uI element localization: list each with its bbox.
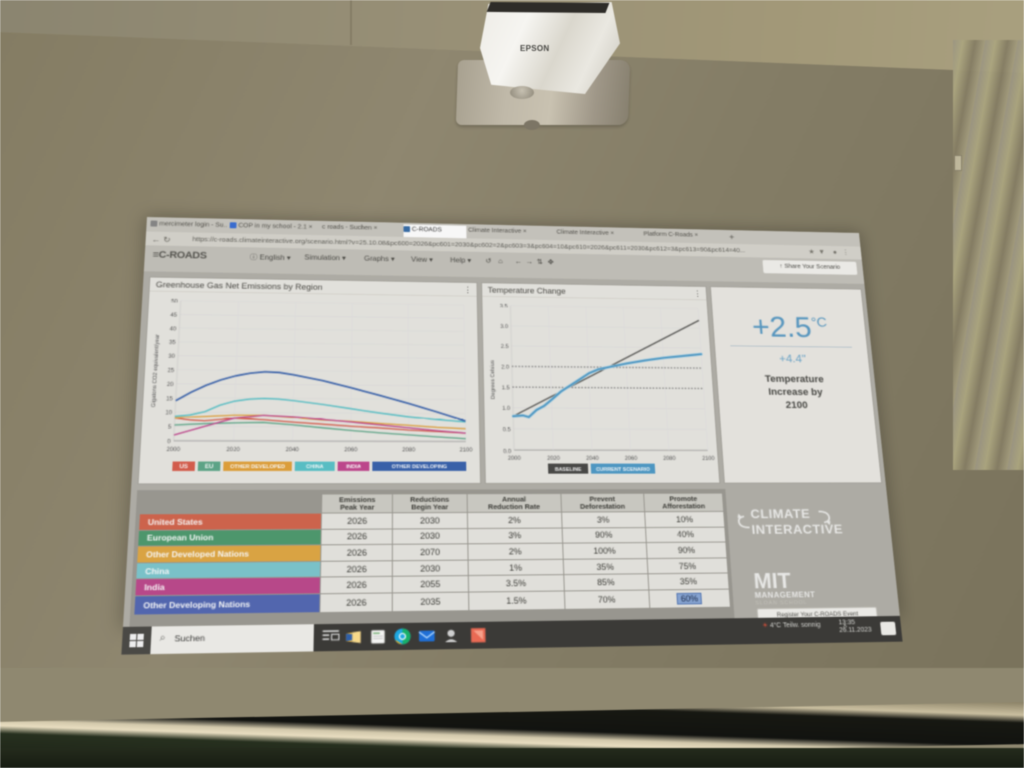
svg-text:5: 5 — [168, 425, 172, 431]
svg-text:2060: 2060 — [625, 456, 638, 462]
svg-text:2000: 2000 — [508, 456, 521, 462]
svg-text:2000: 2000 — [166, 447, 180, 453]
svg-text:Gigatons CO2 equivalent/year: Gigatons CO2 equivalent/year — [151, 334, 162, 407]
svg-text:3.0: 3.0 — [500, 324, 508, 330]
svg-text:CURRENT SCENARIO: CURRENT SCENARIO — [596, 467, 650, 473]
svg-text:0: 0 — [167, 439, 171, 445]
svg-text:15: 15 — [166, 396, 173, 402]
svg-text:45: 45 — [170, 313, 177, 319]
svg-text:1.0: 1.0 — [502, 406, 510, 412]
svg-text:SLOAN SCHOOL: SLOAN SCHOOL — [755, 600, 808, 607]
svg-text:20: 20 — [167, 382, 174, 388]
svg-text:US: US — [179, 464, 188, 470]
svg-text:35: 35 — [169, 340, 176, 346]
svg-text:INDIA: INDIA — [346, 464, 361, 470]
svg-text:2.5: 2.5 — [501, 344, 509, 350]
svg-text:10: 10 — [165, 410, 172, 416]
svg-text:50: 50 — [171, 299, 178, 305]
svg-text:3.5: 3.5 — [500, 304, 508, 310]
svg-text:25: 25 — [167, 368, 174, 374]
svg-text:0.0: 0.0 — [503, 449, 511, 455]
svg-text:2080: 2080 — [402, 447, 415, 453]
svg-text:2040: 2040 — [586, 456, 599, 462]
svg-text:CHINA: CHINA — [306, 464, 324, 470]
svg-text:Degrees Celsius: Degrees Celsius — [490, 360, 497, 399]
svg-text:40: 40 — [170, 326, 177, 332]
svg-text:2020: 2020 — [226, 447, 240, 453]
svg-text:OTHER DEVELOPED: OTHER DEVELOPED — [230, 464, 286, 470]
svg-text:2060: 2060 — [344, 447, 357, 453]
svg-text:2100: 2100 — [702, 456, 715, 462]
svg-text:2100: 2100 — [459, 447, 472, 453]
svg-text:2.0: 2.0 — [501, 365, 509, 371]
svg-text:1.5: 1.5 — [502, 385, 510, 391]
svg-text:0.5: 0.5 — [503, 427, 511, 433]
svg-text:30: 30 — [168, 354, 175, 360]
svg-text:2020: 2020 — [547, 456, 560, 462]
svg-text:BASELINE: BASELINE — [555, 467, 582, 473]
svg-text:CLIMATE: CLIMATE — [750, 507, 811, 521]
svg-text:OTHER DEVELOPING: OTHER DEVELOPING — [392, 464, 448, 470]
svg-text:2080: 2080 — [663, 456, 676, 462]
svg-text:EU: EU — [205, 464, 214, 470]
svg-text:MANAGEMENT: MANAGEMENT — [754, 590, 815, 600]
svg-text:2040: 2040 — [285, 447, 298, 453]
